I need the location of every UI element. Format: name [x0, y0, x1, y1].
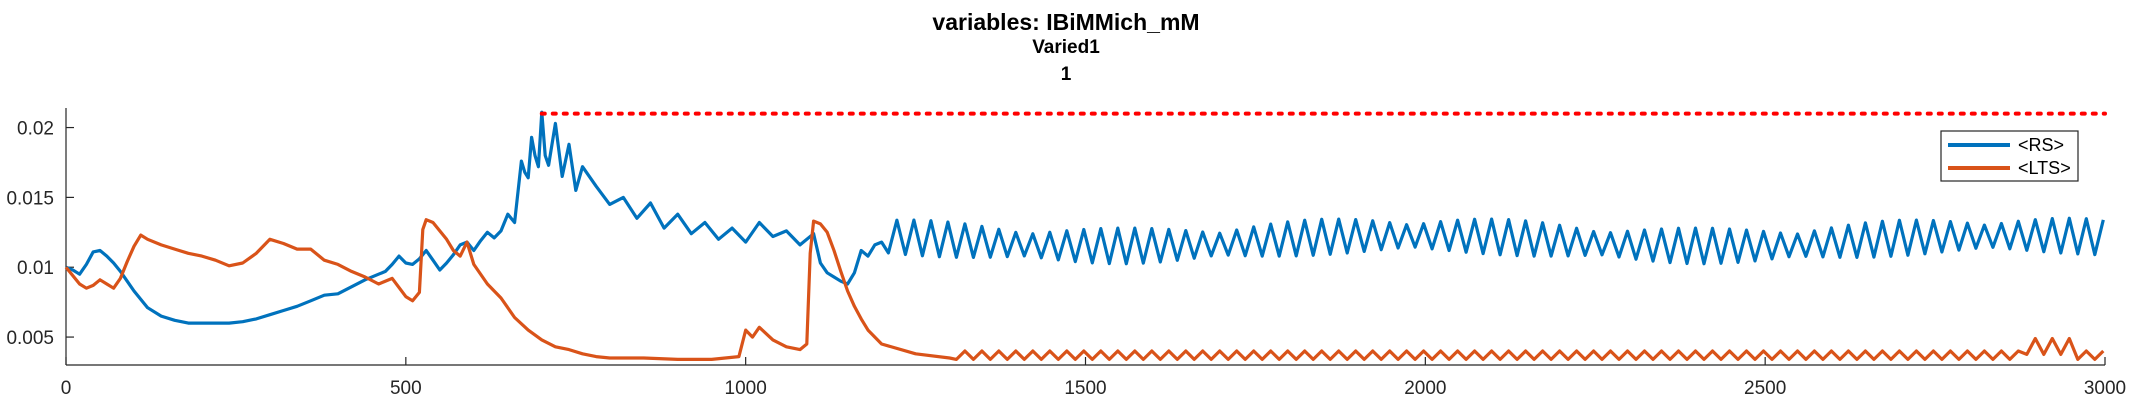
x-tick-label-0: 0	[61, 378, 72, 399]
legend-rs-label: <RS>	[2018, 135, 2064, 155]
x-tick-label-1000: 1000	[725, 378, 767, 399]
plot-area: 0 500 1000 1500 2000 2500 3000 0.005 0.01 0.015 0.…	[6, 108, 2126, 399]
x-tick-label-500: 500	[390, 378, 422, 399]
y-tick-label-0.005: 0.005	[6, 328, 54, 349]
y-tick-label-0.015: 0.015	[6, 188, 54, 209]
x-tick-label-1500: 1500	[1064, 378, 1106, 399]
series-line-rs	[65, 110, 2105, 325]
series-line-lts	[64, 218, 2105, 361]
legend-lts-label: <LTS>	[2018, 158, 2071, 178]
chart-subtitle-1: Varied1	[1032, 37, 1100, 58]
x-tick-label-2000: 2000	[1404, 378, 1446, 399]
y-tick-label-0.02: 0.02	[17, 119, 54, 140]
x-tick-label-2500: 2500	[1744, 378, 1786, 399]
chart-title: variables: IBiMMich_mM	[932, 9, 1199, 35]
legend: <RS> <LTS>	[1940, 130, 2079, 182]
legend-box	[1940, 130, 2079, 182]
x-tick-label-3000: 3000	[2084, 378, 2126, 399]
chart-subtitle-2: 1	[1061, 64, 1072, 85]
y-tick-label-0.01: 0.01	[17, 258, 54, 279]
